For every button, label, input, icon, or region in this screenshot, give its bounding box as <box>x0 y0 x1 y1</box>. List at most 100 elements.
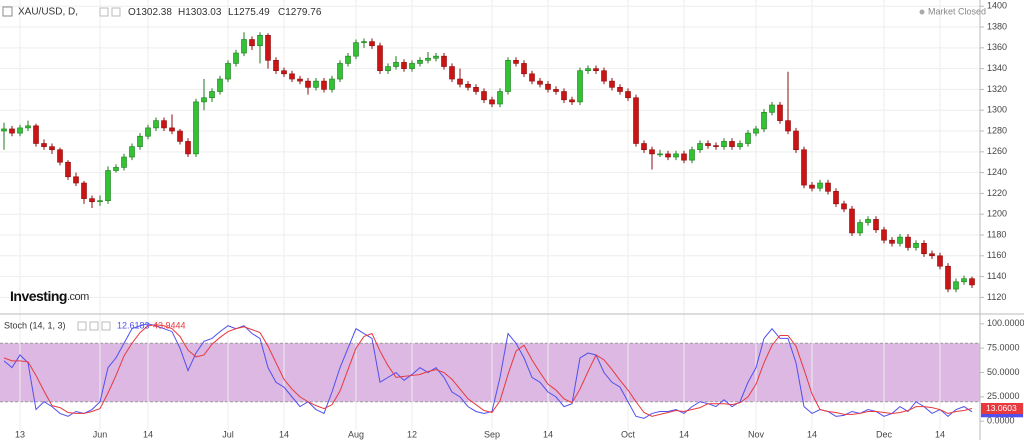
candle-body <box>273 60 279 72</box>
y-tick-label: 1320 <box>987 84 1007 94</box>
candle-body <box>321 80 327 90</box>
axes: 1120 1140 1160 1180 1200 1220 1240 1260 1280 1300… <box>15 1 1024 440</box>
candle-body <box>417 60 423 64</box>
market-status: Market Closed <box>928 6 986 16</box>
x-tick-label: Nov <box>748 429 765 439</box>
candle-body <box>569 99 575 103</box>
candle-body <box>441 55 447 67</box>
candle-body <box>353 42 359 57</box>
ohlc-item: H1303.03 <box>178 7 222 18</box>
x-tick-label: 12 <box>407 429 417 439</box>
candle-body <box>225 63 231 80</box>
ohlc-value: 1302.38 <box>136 7 173 18</box>
candle-body <box>929 253 935 257</box>
candle-body <box>665 153 671 158</box>
y-tick-label: 50.0000 <box>987 367 1020 377</box>
candle-body <box>633 97 639 144</box>
ohlc-value: 1279.76 <box>285 7 322 18</box>
candle-body <box>921 243 927 255</box>
candle-body <box>617 87 623 92</box>
y-tick-label: 1400 <box>987 1 1007 11</box>
candle-body <box>961 278 967 283</box>
ohlc-value: 1303.03 <box>185 7 222 18</box>
y-tick-label: 1140 <box>987 271 1006 281</box>
candle-body <box>601 70 607 82</box>
candle-body <box>209 91 215 99</box>
x-tick-label: 14 <box>935 429 945 439</box>
indicator-hide[interactable] <box>89 321 99 331</box>
y-tick-label: 1360 <box>987 42 1007 52</box>
candle-body <box>641 143 647 151</box>
candle-body <box>457 78 463 85</box>
x-tick-label: Sep <box>484 429 500 439</box>
x-tick-label: 14 <box>679 429 689 439</box>
candle-body <box>713 145 719 147</box>
candle-body <box>809 184 815 189</box>
candle-body <box>153 120 159 129</box>
candle-body <box>161 120 167 129</box>
candle-body <box>233 52 239 64</box>
y-tick-label: 75.0000 <box>987 343 1020 353</box>
candle-body <box>545 83 551 90</box>
candle-body <box>577 70 583 103</box>
candle-body <box>249 39 255 47</box>
candle-body <box>361 41 367 43</box>
settings-icon[interactable] <box>99 7 109 17</box>
candle-body <box>217 78 223 92</box>
candle-body <box>609 80 615 88</box>
candle-body <box>17 127 23 134</box>
candle-body <box>57 149 63 163</box>
y-tick-label: 1220 <box>987 188 1007 198</box>
candle-body <box>777 104 783 121</box>
candle-body <box>849 208 855 234</box>
candle-body <box>41 143 47 147</box>
candle-body <box>833 191 839 205</box>
candle-body <box>881 229 887 241</box>
candle-body <box>377 45 383 72</box>
candle-body <box>497 91 503 105</box>
ohlc-label: H <box>178 7 185 18</box>
candle-body <box>745 132 751 144</box>
marks <box>1 32 975 419</box>
ohlc-item: O1302.38 <box>128 7 172 18</box>
candle-body <box>817 182 823 189</box>
y-tick-label: 1160 <box>987 250 1006 260</box>
y-tick-label: 100.0000 <box>987 318 1024 328</box>
candle-body <box>689 149 695 161</box>
y-tick-label: 1120 <box>987 292 1006 302</box>
ohlc-item: C1279.76 <box>278 7 322 18</box>
collapse-icon[interactable] <box>2 6 13 17</box>
indicator-settings[interactable] <box>77 321 87 331</box>
y-tick-label: 1380 <box>987 21 1007 31</box>
candle-body <box>553 89 559 92</box>
ohlc-label: L <box>228 7 234 18</box>
candle-body <box>529 73 535 82</box>
candle-body <box>145 127 151 137</box>
candle-body <box>297 78 303 82</box>
candle-body <box>481 91 487 101</box>
candle-body <box>537 80 543 85</box>
candle-body <box>137 135 143 147</box>
candle-body <box>953 281 959 290</box>
candle-body <box>281 70 287 75</box>
close-icon[interactable] <box>111 7 121 17</box>
candle-body <box>393 62 399 67</box>
candle-body <box>825 182 831 192</box>
candle-body <box>97 200 103 203</box>
y-tick-label: 1240 <box>987 167 1007 177</box>
y-tick-label: 1280 <box>987 125 1007 135</box>
x-tick-label: Oct <box>621 429 636 439</box>
candle-body <box>521 63 527 75</box>
last-value-label: 13.0603 <box>986 403 1017 413</box>
indicator-close[interactable] <box>101 321 111 331</box>
candle-body <box>585 68 591 72</box>
candle-body <box>433 55 439 59</box>
candle-body <box>505 60 511 92</box>
candle-body <box>241 39 247 54</box>
readout-value: 12.6183 <box>117 320 150 330</box>
candle-body <box>33 125 39 144</box>
candle-body <box>169 127 175 132</box>
candle-body <box>593 68 599 72</box>
candle-body <box>561 91 567 101</box>
